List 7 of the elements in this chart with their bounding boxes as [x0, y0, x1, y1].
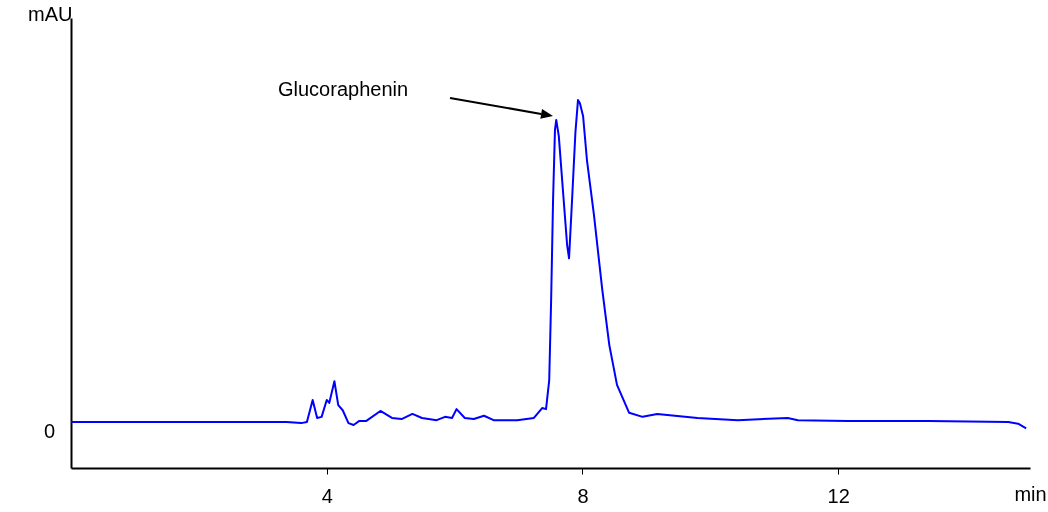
x-tick-label: 12 [827, 484, 850, 507]
text: 0 [43, 420, 55, 442]
x-axis-title: min [1014, 482, 1047, 505]
x-tick-label: 8 [577, 484, 589, 507]
annotation: Glucoraphenin [278, 78, 409, 100]
x-tick-label: 4 [321, 484, 333, 507]
y-axis-title: mAU [28, 2, 73, 25]
